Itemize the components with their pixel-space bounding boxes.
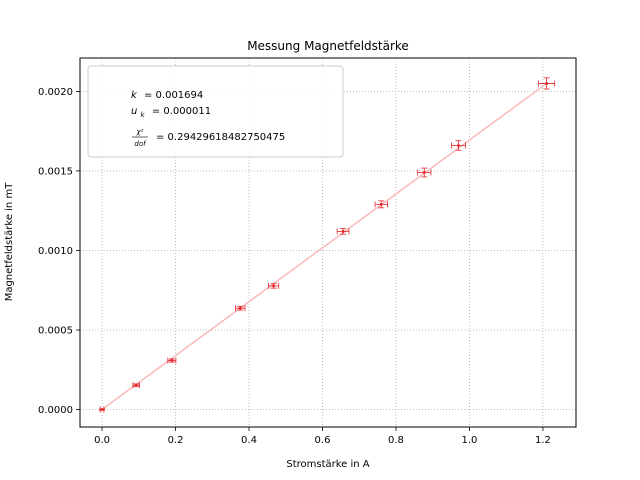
- data-point: [167, 357, 177, 364]
- data-point: [451, 140, 466, 151]
- data-marker: [422, 171, 426, 174]
- y-tick-label: 0.0000: [38, 405, 73, 416]
- legend-uk-subscript: k: [141, 111, 146, 119]
- chart-title: Messung Magnetfeldstärke: [247, 39, 409, 53]
- legend-uk-line: u k = 0.000011: [131, 106, 211, 120]
- data-point: [235, 305, 246, 312]
- x-tick-label: 0.6: [315, 435, 331, 446]
- x-tick-label: 0.4: [241, 435, 257, 446]
- data-marker: [379, 202, 383, 206]
- y-axis-ticks: 0.0000 0.0005 0.0010 0.0015 0.0020: [38, 87, 80, 416]
- y-tick-label: 0.0020: [38, 87, 73, 98]
- data-point: [268, 282, 280, 289]
- data-point: [374, 200, 388, 209]
- x-axis-ticks: 0.0 0.2 0.4 0.6 0.8 1.0 1.2: [94, 427, 551, 446]
- data-marker: [545, 82, 549, 85]
- x-tick-label: 1.0: [461, 435, 477, 446]
- legend-chi-denominator: dof: [134, 140, 147, 148]
- data-marker: [100, 408, 104, 411]
- x-tick-label: 0.8: [388, 435, 404, 446]
- data-marker: [272, 284, 276, 288]
- data-point: [538, 77, 556, 90]
- legend-uk-symbol: u: [131, 106, 137, 117]
- x-tick-label: 1.2: [535, 435, 551, 446]
- legend: k = 0.001694 u k = 0.000011 χ² dof = 0.2…: [87, 65, 344, 158]
- x-tick-label: 0.0: [94, 435, 110, 446]
- data-points: [99, 77, 556, 413]
- data-point: [132, 382, 140, 389]
- legend-chi-value: = 0.29429618482750475: [156, 132, 285, 143]
- data-marker: [238, 306, 242, 310]
- fit-line: [101, 82, 548, 411]
- x-axis-label: Stromstärke in A: [286, 459, 369, 470]
- data-marker: [170, 359, 174, 362]
- y-tick-label: 0.0015: [38, 166, 73, 177]
- y-tick-label: 0.0005: [38, 325, 73, 336]
- plot-frame: [79, 57, 577, 428]
- y-tick-label: 0.0010: [38, 246, 73, 257]
- x-tick-label: 0.2: [168, 435, 184, 446]
- data-marker: [457, 144, 460, 147]
- legend-chi-numerator: χ²: [136, 128, 144, 136]
- data-marker: [341, 229, 345, 233]
- y-axis-label: Magnetfeldstärke in mT: [4, 182, 15, 301]
- legend-box: [87, 65, 344, 158]
- legend-uk-value: = 0.000011: [152, 106, 211, 117]
- data-point: [417, 167, 432, 178]
- data-point: [336, 228, 350, 235]
- fit-line-group: [101, 82, 548, 411]
- legend-k-symbol: k: [131, 90, 138, 101]
- data-marker: [134, 383, 138, 387]
- legend-k-value: = 0.001694: [144, 90, 203, 101]
- data-point: [99, 406, 106, 413]
- legend-k-line: k = 0.001694: [131, 90, 203, 101]
